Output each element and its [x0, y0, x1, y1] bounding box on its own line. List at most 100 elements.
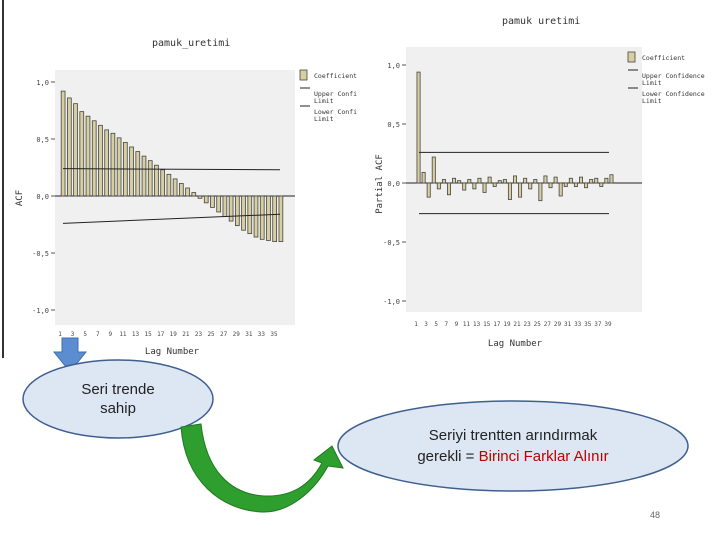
acf-bar — [185, 187, 190, 197]
acf-bar — [73, 103, 78, 197]
x-tick-label: 13 — [473, 321, 481, 328]
x-tick-label: 17 — [493, 321, 501, 328]
acf-bar — [584, 182, 589, 189]
acf-bar — [538, 182, 543, 202]
pacf-x-label: Lag Number — [488, 339, 543, 349]
x-tick-label: 15 — [145, 331, 153, 338]
acf-bar — [278, 195, 284, 242]
pacf-y-label: Partial ACF — [375, 154, 385, 214]
acf-chart: pamuk_uretimi ACF Lag Number 1,0 0,5 0,0 -0… — [2, 0, 357, 358]
acf-bar — [568, 177, 573, 184]
x-tick-label: 11 — [463, 321, 471, 328]
acf-bar — [426, 182, 431, 198]
x-tick-label: 29 — [554, 321, 562, 328]
upper-confidence-line — [62, 168, 281, 171]
acf-bar — [197, 195, 203, 199]
first-difference-highlight: Birinci Farklar Alınır — [478, 448, 609, 465]
acf-x-label: Lag Number — [145, 347, 200, 357]
legend-label: Limit — [314, 97, 334, 105]
x-tick-label: 35 — [584, 321, 592, 328]
acf-bar — [79, 111, 85, 197]
legend-label: Coefficient — [314, 72, 357, 80]
acf-bar — [259, 195, 265, 240]
acf-bar — [548, 182, 553, 189]
acf-bar — [523, 177, 528, 184]
page-number: 48 — [650, 510, 661, 520]
x-tick-label: 19 — [503, 321, 511, 328]
acf-bar — [528, 182, 533, 190]
acf-bar — [604, 177, 609, 184]
acf-bar — [599, 182, 604, 187]
acf-bar — [487, 176, 492, 184]
acf-bar — [91, 120, 97, 197]
acf-bar — [579, 176, 583, 184]
x-tick-label: 7 — [96, 331, 100, 338]
acf-bar — [573, 182, 578, 187]
acf-bar — [467, 179, 472, 184]
acf-bar — [67, 97, 72, 197]
y-tick-label: -0,5 — [32, 250, 49, 258]
legend-label: Lower Confidence — [642, 90, 705, 98]
x-tick-label: 3 — [424, 321, 428, 328]
acf-bar — [116, 137, 122, 197]
acf-bar — [172, 178, 178, 197]
legend-label: Coefficient — [642, 54, 685, 62]
lower-confidence-line — [62, 213, 281, 224]
acf-bar — [241, 195, 246, 231]
x-tick-label: 31 — [564, 321, 572, 328]
acf-bar — [154, 164, 159, 197]
oval-trend-line1: Seri trende — [81, 381, 155, 398]
legend-label: Limit — [642, 97, 662, 105]
y-tick-label: 1,0 — [387, 62, 400, 70]
acf-bar — [416, 71, 421, 184]
acf-bar — [543, 175, 548, 184]
x-tick-label: 19 — [170, 331, 178, 338]
acf-bar — [457, 180, 462, 184]
x-tick-label: 1 — [58, 331, 62, 338]
acf-bar — [266, 195, 271, 241]
acf-bar — [518, 182, 523, 198]
x-tick-label: 13 — [132, 331, 140, 338]
acf-bar — [98, 124, 103, 197]
x-tick-label: 33 — [574, 321, 582, 328]
acf-bar — [216, 195, 221, 213]
pacf-title: pamuk uretimi — [502, 16, 580, 27]
acf-bar — [533, 179, 538, 184]
acf-bar — [421, 171, 426, 184]
y-tick-label: 1,0 — [36, 79, 49, 87]
legend-label: Limit — [314, 115, 334, 123]
x-tick-label: 9 — [455, 321, 459, 328]
y-tick-label: -1,0 — [383, 298, 400, 306]
oval-difference-prefix: gerekli = — [417, 448, 479, 465]
acf-bar — [462, 182, 467, 191]
acf-bar — [472, 182, 477, 190]
acf-bar — [135, 151, 141, 197]
acf-bar — [609, 174, 614, 184]
x-tick-label: 27 — [544, 321, 552, 328]
acf-y-label: ACF — [15, 190, 25, 206]
acf-bar — [497, 180, 502, 184]
x-tick-label: 21 — [182, 331, 190, 338]
x-tick-label: 23 — [524, 321, 532, 328]
legend-label: Upper Confidence — [642, 72, 705, 80]
x-tick-label: 17 — [157, 331, 165, 338]
x-tick-label: 31 — [245, 331, 253, 338]
curved-arrow-icon — [180, 423, 344, 513]
y-tick-label: -1,0 — [32, 307, 49, 315]
oval-difference-line1: Seriyi trentten arındırmak — [428, 427, 598, 444]
legend-swatch — [299, 69, 308, 81]
acf-bar — [166, 173, 172, 197]
down-arrow-icon — [52, 337, 88, 373]
x-tick-label: 21 — [513, 321, 521, 328]
acf-bar — [441, 179, 446, 184]
acf-bar — [147, 160, 153, 197]
acf-bar — [447, 182, 451, 196]
oval-difference — [337, 400, 689, 492]
x-tick-label: 29 — [233, 331, 241, 338]
acf-bar — [492, 182, 497, 187]
legend-swatch — [627, 51, 636, 63]
acf-bar — [160, 169, 165, 197]
acf-bar — [129, 146, 134, 197]
legend-label: Limit — [642, 79, 662, 87]
